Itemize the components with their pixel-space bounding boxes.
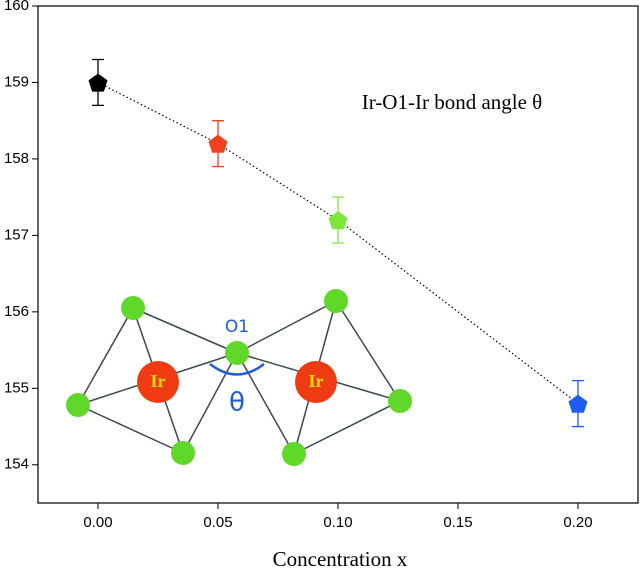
iridium-atom: [295, 361, 337, 403]
oxygen-atom: [282, 442, 306, 466]
trend-line: [97, 81, 579, 405]
y-tick-label: 159: [4, 73, 29, 90]
y-tick-label: 155: [4, 379, 29, 396]
y-tick-label: 160: [4, 0, 29, 14]
oxygen-atom: [171, 441, 195, 465]
angle-arc: [209, 363, 265, 376]
atom-label: Ir: [309, 371, 324, 391]
bond: [182, 352, 238, 454]
oxygen-atom: [66, 393, 90, 417]
marker: [88, 73, 108, 92]
y-tick-label: 156: [4, 303, 29, 320]
x-tick-label: 0.05: [203, 514, 232, 531]
bond: [132, 307, 238, 354]
x-tick-label: 0.20: [563, 514, 592, 531]
oxygen-atom: [324, 289, 348, 313]
angle-label: θ: [229, 388, 245, 418]
bond: [77, 404, 184, 454]
bond: [236, 300, 337, 354]
annotation: Ir-O1-Ir bond angle θ: [362, 90, 543, 114]
y-tick-label: 154: [4, 456, 29, 473]
marker: [208, 134, 228, 153]
y-tick-label: 158: [4, 150, 29, 167]
bond: [293, 400, 401, 455]
marker: [328, 211, 348, 230]
x-axis-label: Concentration x: [273, 547, 408, 571]
x-tick-label: 0.10: [323, 514, 352, 531]
oxygen-atom: [388, 389, 412, 413]
oxygen-atom: [121, 296, 145, 320]
bond: [77, 307, 134, 406]
iridium-atom: [137, 361, 179, 403]
bond: [335, 300, 401, 402]
y-tick-label: 157: [4, 226, 29, 243]
x-tick-label: 0.00: [83, 514, 112, 531]
oxygen-atom: [225, 341, 249, 365]
x-tick-label: 0.15: [443, 514, 472, 531]
marker: [568, 394, 588, 413]
inset-diagram: Ir Ir O1 θ: [66, 289, 412, 466]
atom-label: Ir: [151, 371, 166, 391]
atom-label: O1: [225, 317, 249, 337]
bond: [236, 352, 295, 455]
